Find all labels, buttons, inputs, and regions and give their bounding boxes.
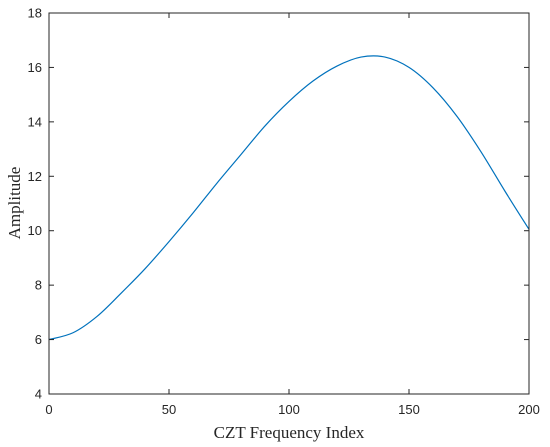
- x-tick-label: 50: [162, 402, 176, 417]
- y-tick-label: 18: [28, 6, 42, 21]
- y-tick-label: 12: [28, 169, 42, 184]
- x-axis-title: CZT Frequency Index: [214, 423, 365, 442]
- axis-ticks: 0 50 100 150 200 4 6 8 10 12 14 16 18: [28, 6, 540, 418]
- x-tick-label: 0: [45, 402, 52, 417]
- y-tick-label: 4: [35, 387, 42, 402]
- y-axis-title: Amplitude: [5, 167, 24, 240]
- y-tick-label: 6: [35, 332, 42, 347]
- y-tick-label: 14: [28, 114, 42, 129]
- x-tick-label: 150: [398, 402, 420, 417]
- series-line-0: [48, 55, 530, 341]
- x-tick-label: 100: [278, 402, 300, 417]
- y-tick-label: 8: [35, 278, 42, 293]
- x-tick-label: 200: [518, 402, 540, 417]
- plot-area: [48, 55, 530, 341]
- y-tick-label: 16: [28, 60, 42, 75]
- y-tick-label: 10: [28, 223, 42, 238]
